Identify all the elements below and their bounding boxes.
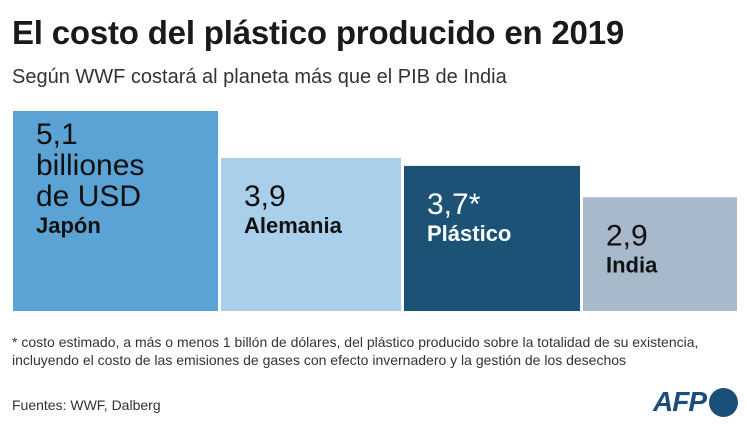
bar-category-label-3: India — [606, 252, 658, 277]
bar-category-label-0: Japón — [36, 213, 101, 238]
chart-title: El costo del plástico producido en 2019 — [12, 14, 625, 51]
bar-category-label-2: Plástico — [427, 221, 511, 246]
footnote: * costo estimado, a más o menos 1 billón… — [12, 334, 699, 368]
chart-subtitle: Según WWF costará al planeta más que el … — [12, 66, 507, 88]
bar-2 — [404, 165, 580, 311]
bar-value-label-0-0: 5,1 — [36, 118, 78, 151]
logo-dot-icon — [709, 387, 738, 417]
bar-value-label-3-0: 2,9 — [606, 219, 648, 252]
bar-value-label-0-2: de USD — [36, 180, 141, 213]
logo-text: AFP — [653, 386, 707, 417]
bar-category-label-1: Alemania — [244, 213, 343, 238]
bar-1 — [221, 158, 401, 311]
afp-logo: AFP — [653, 384, 738, 420]
bar-value-label-0-1: billiones — [36, 149, 144, 182]
bar-0 — [13, 111, 218, 311]
bar-value-label-2-0: 3,7* — [427, 188, 481, 221]
sources: Fuentes: WWF, Dalberg — [12, 397, 161, 413]
bar-value-label-1-0: 3,9 — [244, 180, 286, 213]
bar-3 — [583, 197, 737, 311]
